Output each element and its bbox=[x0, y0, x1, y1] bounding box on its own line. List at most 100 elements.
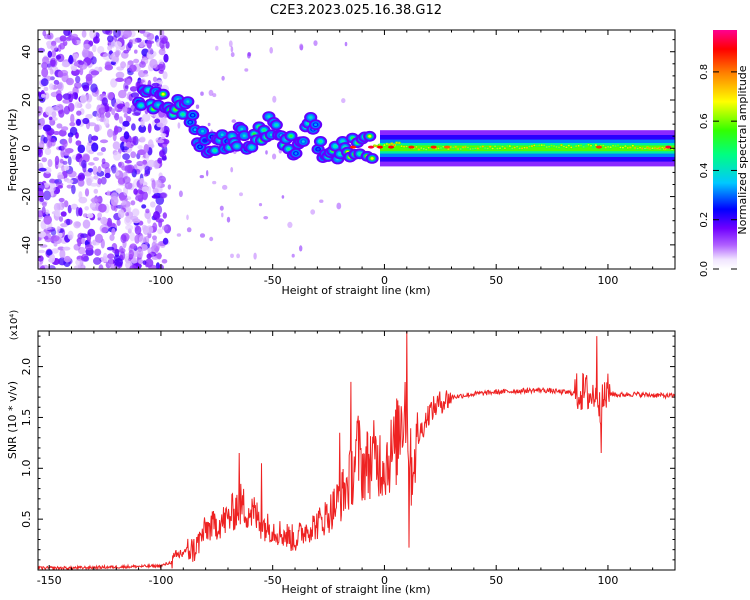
noise-blob bbox=[142, 190, 148, 201]
noise-blob bbox=[42, 124, 52, 132]
signal-blob bbox=[156, 103, 160, 107]
snr-x-label: Height of straight line (km) bbox=[281, 583, 430, 596]
noise-blob bbox=[72, 92, 78, 100]
noise-blob bbox=[144, 165, 151, 175]
noise-blob bbox=[38, 231, 47, 238]
noise-blob bbox=[77, 174, 82, 181]
signal-blob bbox=[459, 148, 462, 150]
noise-blob bbox=[156, 139, 165, 144]
noise-speck bbox=[199, 233, 206, 238]
signal-blob bbox=[572, 145, 575, 148]
signal-blob bbox=[388, 144, 391, 146]
noise-blob bbox=[61, 165, 65, 172]
colorbar-tick-label: 0.2 bbox=[699, 212, 710, 228]
signal-blob bbox=[181, 113, 185, 116]
x-tick-label: -150 bbox=[37, 274, 62, 287]
noise-blob bbox=[145, 208, 150, 214]
snr-x-axis: -150 -100 -50 0 50 100 bbox=[37, 331, 676, 587]
noise-blob bbox=[94, 124, 100, 133]
noise-blob bbox=[38, 106, 43, 116]
noise-blob bbox=[84, 244, 94, 251]
noise-blob bbox=[129, 64, 137, 73]
noise-blob bbox=[56, 226, 61, 233]
noise-blob bbox=[53, 131, 61, 135]
noise-blob bbox=[142, 260, 147, 265]
noise-blob bbox=[82, 219, 91, 229]
noise-blob bbox=[58, 232, 63, 238]
noise-blob bbox=[60, 148, 65, 158]
signal-blob bbox=[201, 129, 204, 133]
noise-blob bbox=[59, 158, 64, 164]
noise-blob bbox=[114, 50, 120, 58]
noise-blob bbox=[73, 265, 83, 269]
signal-blob bbox=[442, 145, 445, 148]
noise-blob bbox=[130, 92, 140, 98]
noise-blob bbox=[39, 197, 45, 203]
noise-blob bbox=[138, 30, 146, 34]
noise-blob bbox=[47, 159, 53, 168]
noise-blob bbox=[67, 204, 72, 214]
signal-blob bbox=[636, 147, 639, 150]
noise-speck bbox=[178, 190, 183, 198]
snr-background bbox=[38, 331, 675, 570]
noise-blob bbox=[69, 126, 78, 136]
signal-blob bbox=[617, 144, 619, 147]
noise-speck bbox=[221, 212, 224, 218]
signal-blob bbox=[624, 145, 627, 147]
noise-blob bbox=[116, 219, 121, 227]
noise-blob bbox=[119, 196, 129, 202]
signal-blob bbox=[161, 92, 165, 96]
noise-blob bbox=[82, 84, 90, 92]
noise-blob bbox=[49, 68, 54, 75]
noise-blob bbox=[131, 257, 138, 264]
signal-blob bbox=[540, 144, 543, 146]
signal-blob bbox=[594, 144, 597, 146]
noise-blob bbox=[151, 179, 156, 190]
noise-blob bbox=[57, 70, 64, 78]
signal-blob bbox=[242, 134, 246, 137]
signal-blob bbox=[555, 146, 558, 148]
y-tick-label: 0 bbox=[20, 145, 33, 152]
noise-blob bbox=[58, 109, 65, 118]
noise-blob bbox=[150, 201, 156, 208]
noise-speck bbox=[176, 233, 182, 237]
signal-blob bbox=[575, 145, 578, 147]
noise-blob bbox=[67, 230, 74, 240]
x-tick-label: 50 bbox=[489, 574, 503, 587]
noise-blob bbox=[131, 123, 136, 131]
x-tick-label: -150 bbox=[37, 574, 62, 587]
noise-blob bbox=[137, 79, 145, 83]
noise-blob bbox=[120, 61, 127, 69]
y-tick-label: -20 bbox=[20, 188, 33, 206]
noise-blob bbox=[115, 77, 124, 83]
noise-blob bbox=[44, 147, 52, 156]
noise-blob bbox=[100, 216, 108, 225]
signal-blob bbox=[604, 146, 607, 149]
noise-blob bbox=[138, 124, 147, 133]
noise-speck bbox=[200, 91, 204, 96]
noise-blob bbox=[160, 133, 167, 137]
noise-blob bbox=[157, 157, 163, 164]
noise-blob bbox=[161, 156, 167, 161]
noise-blob bbox=[129, 243, 137, 249]
noise-blob bbox=[71, 33, 78, 39]
snr-frame bbox=[37, 330, 676, 571]
noise-blob bbox=[86, 213, 94, 219]
noise-blob bbox=[118, 89, 127, 99]
noise-blob bbox=[124, 159, 132, 164]
noise-blob bbox=[94, 248, 102, 256]
noise-speck bbox=[310, 209, 316, 215]
signal-hotspot bbox=[665, 145, 672, 149]
noise-blob bbox=[114, 112, 120, 121]
signal-blob bbox=[619, 146, 622, 149]
noise-blob bbox=[46, 249, 53, 256]
noise-speck bbox=[212, 93, 217, 98]
noise-blob bbox=[66, 218, 71, 226]
noise-blob bbox=[78, 60, 85, 65]
noise-blob bbox=[77, 178, 85, 187]
signal-blob bbox=[538, 144, 541, 147]
noise-blob bbox=[113, 30, 121, 38]
noise-blob bbox=[152, 76, 158, 83]
spectrogram-x-axis: -150 -100 -50 0 50 100 bbox=[37, 30, 676, 287]
